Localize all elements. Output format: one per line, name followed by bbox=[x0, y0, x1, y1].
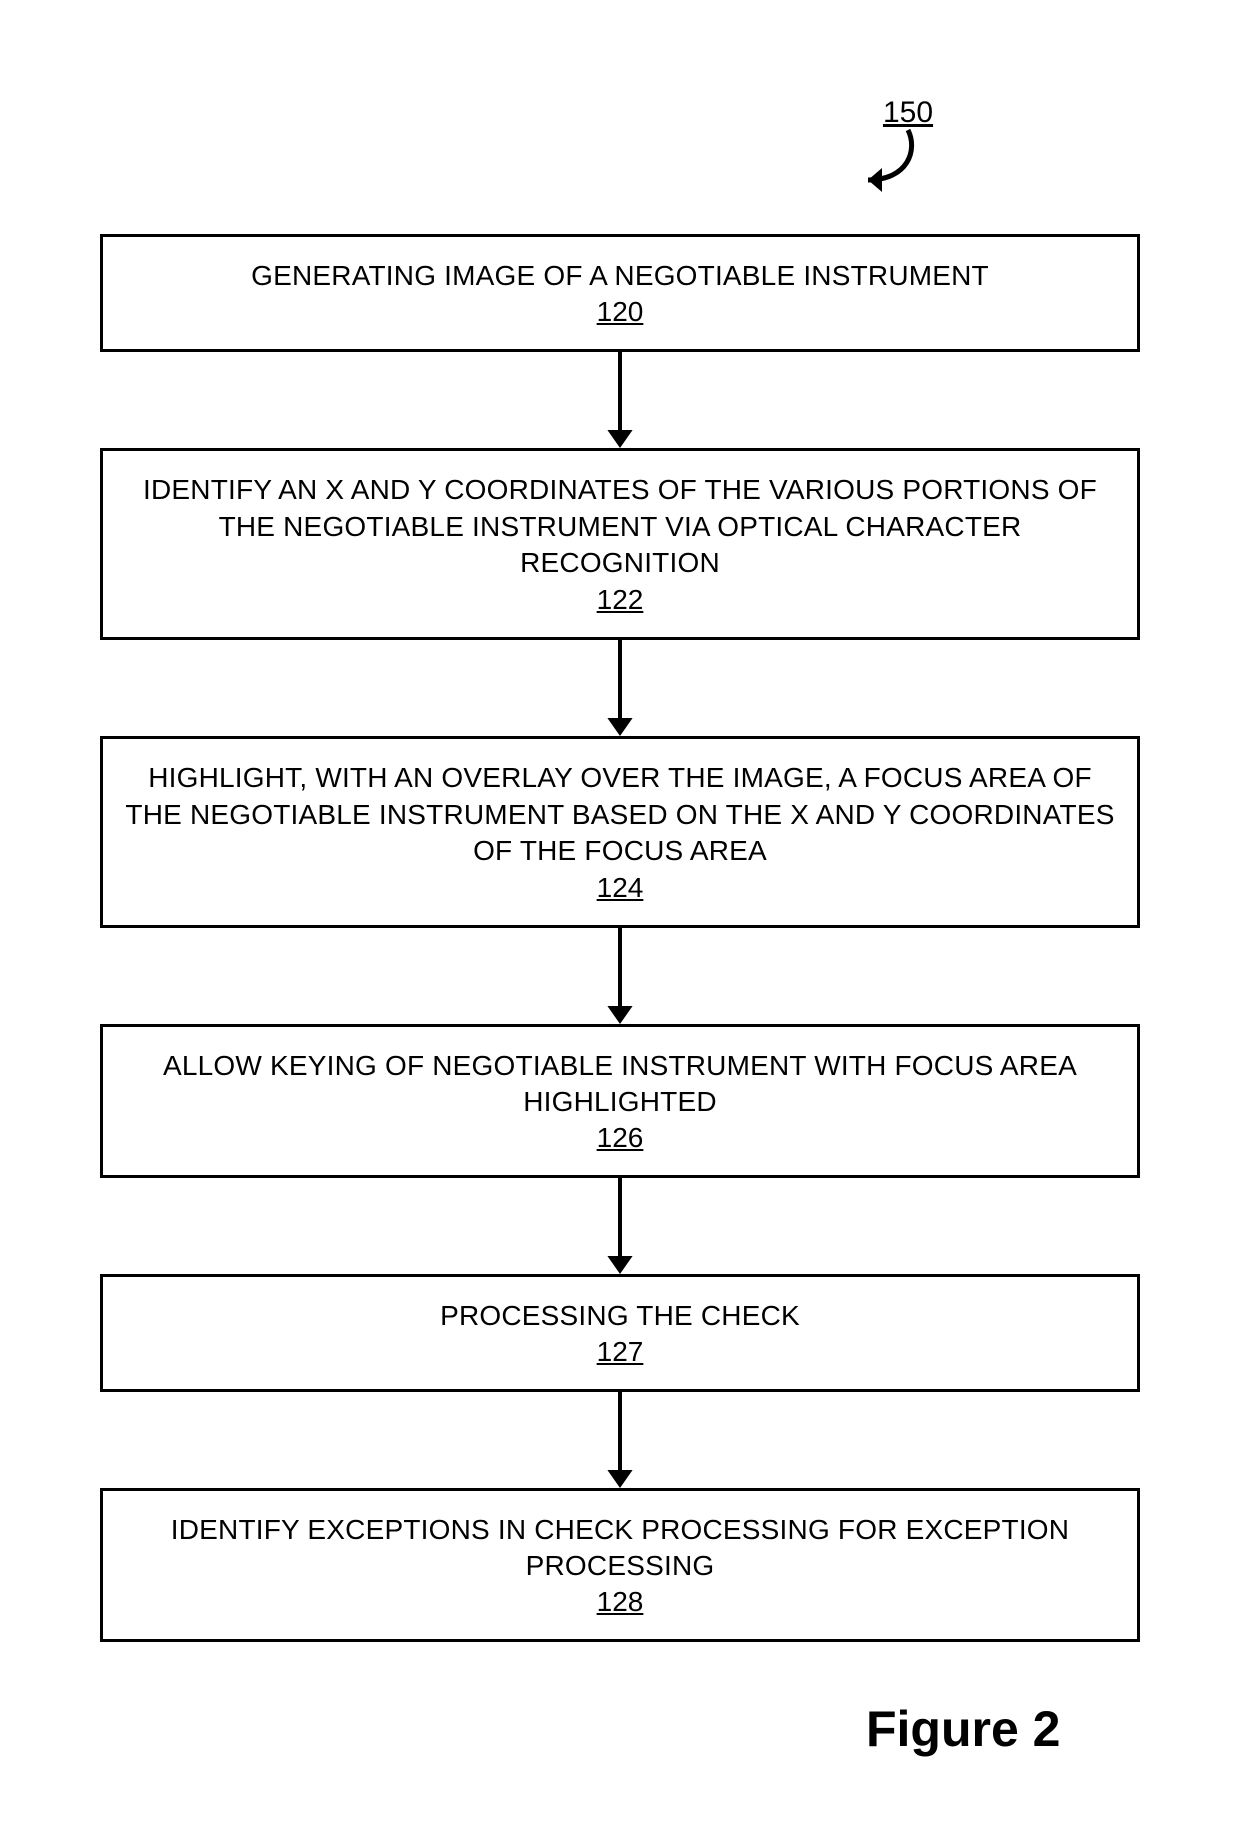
step-text: ALLOW KEYING OF NEGOTIABLE INSTRUMENT WI… bbox=[123, 1048, 1117, 1121]
step-box-120: GENERATING IMAGE OF A NEGOTIABLE INSTRUM… bbox=[100, 234, 1140, 352]
step-number: 124 bbox=[597, 872, 644, 904]
step-text: HIGHLIGHT, WITH AN OVERLAY OVER THE IMAG… bbox=[123, 760, 1117, 869]
step-text: IDENTIFY EXCEPTIONS IN CHECK PROCESSING … bbox=[123, 1512, 1117, 1585]
step-number: 127 bbox=[597, 1336, 644, 1368]
flow-number-arrow bbox=[846, 124, 926, 204]
flow-arrow bbox=[602, 1392, 638, 1488]
step-box-122: IDENTIFY AN X AND Y COORDINATES OF THE V… bbox=[100, 448, 1140, 640]
flow-arrow bbox=[602, 352, 638, 448]
step-text: PROCESSING THE CHECK bbox=[440, 1298, 800, 1334]
step-number: 120 bbox=[597, 296, 644, 328]
step-number: 122 bbox=[597, 584, 644, 616]
flow-arrow bbox=[602, 640, 638, 736]
step-number: 128 bbox=[597, 1586, 644, 1618]
step-box-124: HIGHLIGHT, WITH AN OVERLAY OVER THE IMAG… bbox=[100, 736, 1140, 928]
step-box-128: IDENTIFY EXCEPTIONS IN CHECK PROCESSING … bbox=[100, 1488, 1140, 1642]
step-box-127: PROCESSING THE CHECK 127 bbox=[100, 1274, 1140, 1392]
step-box-126: ALLOW KEYING OF NEGOTIABLE INSTRUMENT WI… bbox=[100, 1024, 1140, 1178]
step-number: 126 bbox=[597, 1122, 644, 1154]
figure-caption: Figure 2 bbox=[866, 1700, 1060, 1758]
step-text: IDENTIFY AN X AND Y COORDINATES OF THE V… bbox=[123, 472, 1117, 581]
diagram-canvas: { "diagram": { "type": "flowchart", "bac… bbox=[0, 0, 1240, 1844]
step-text: GENERATING IMAGE OF A NEGOTIABLE INSTRUM… bbox=[251, 258, 989, 294]
flow-arrow bbox=[602, 1178, 638, 1274]
flow-arrow bbox=[602, 928, 638, 1024]
